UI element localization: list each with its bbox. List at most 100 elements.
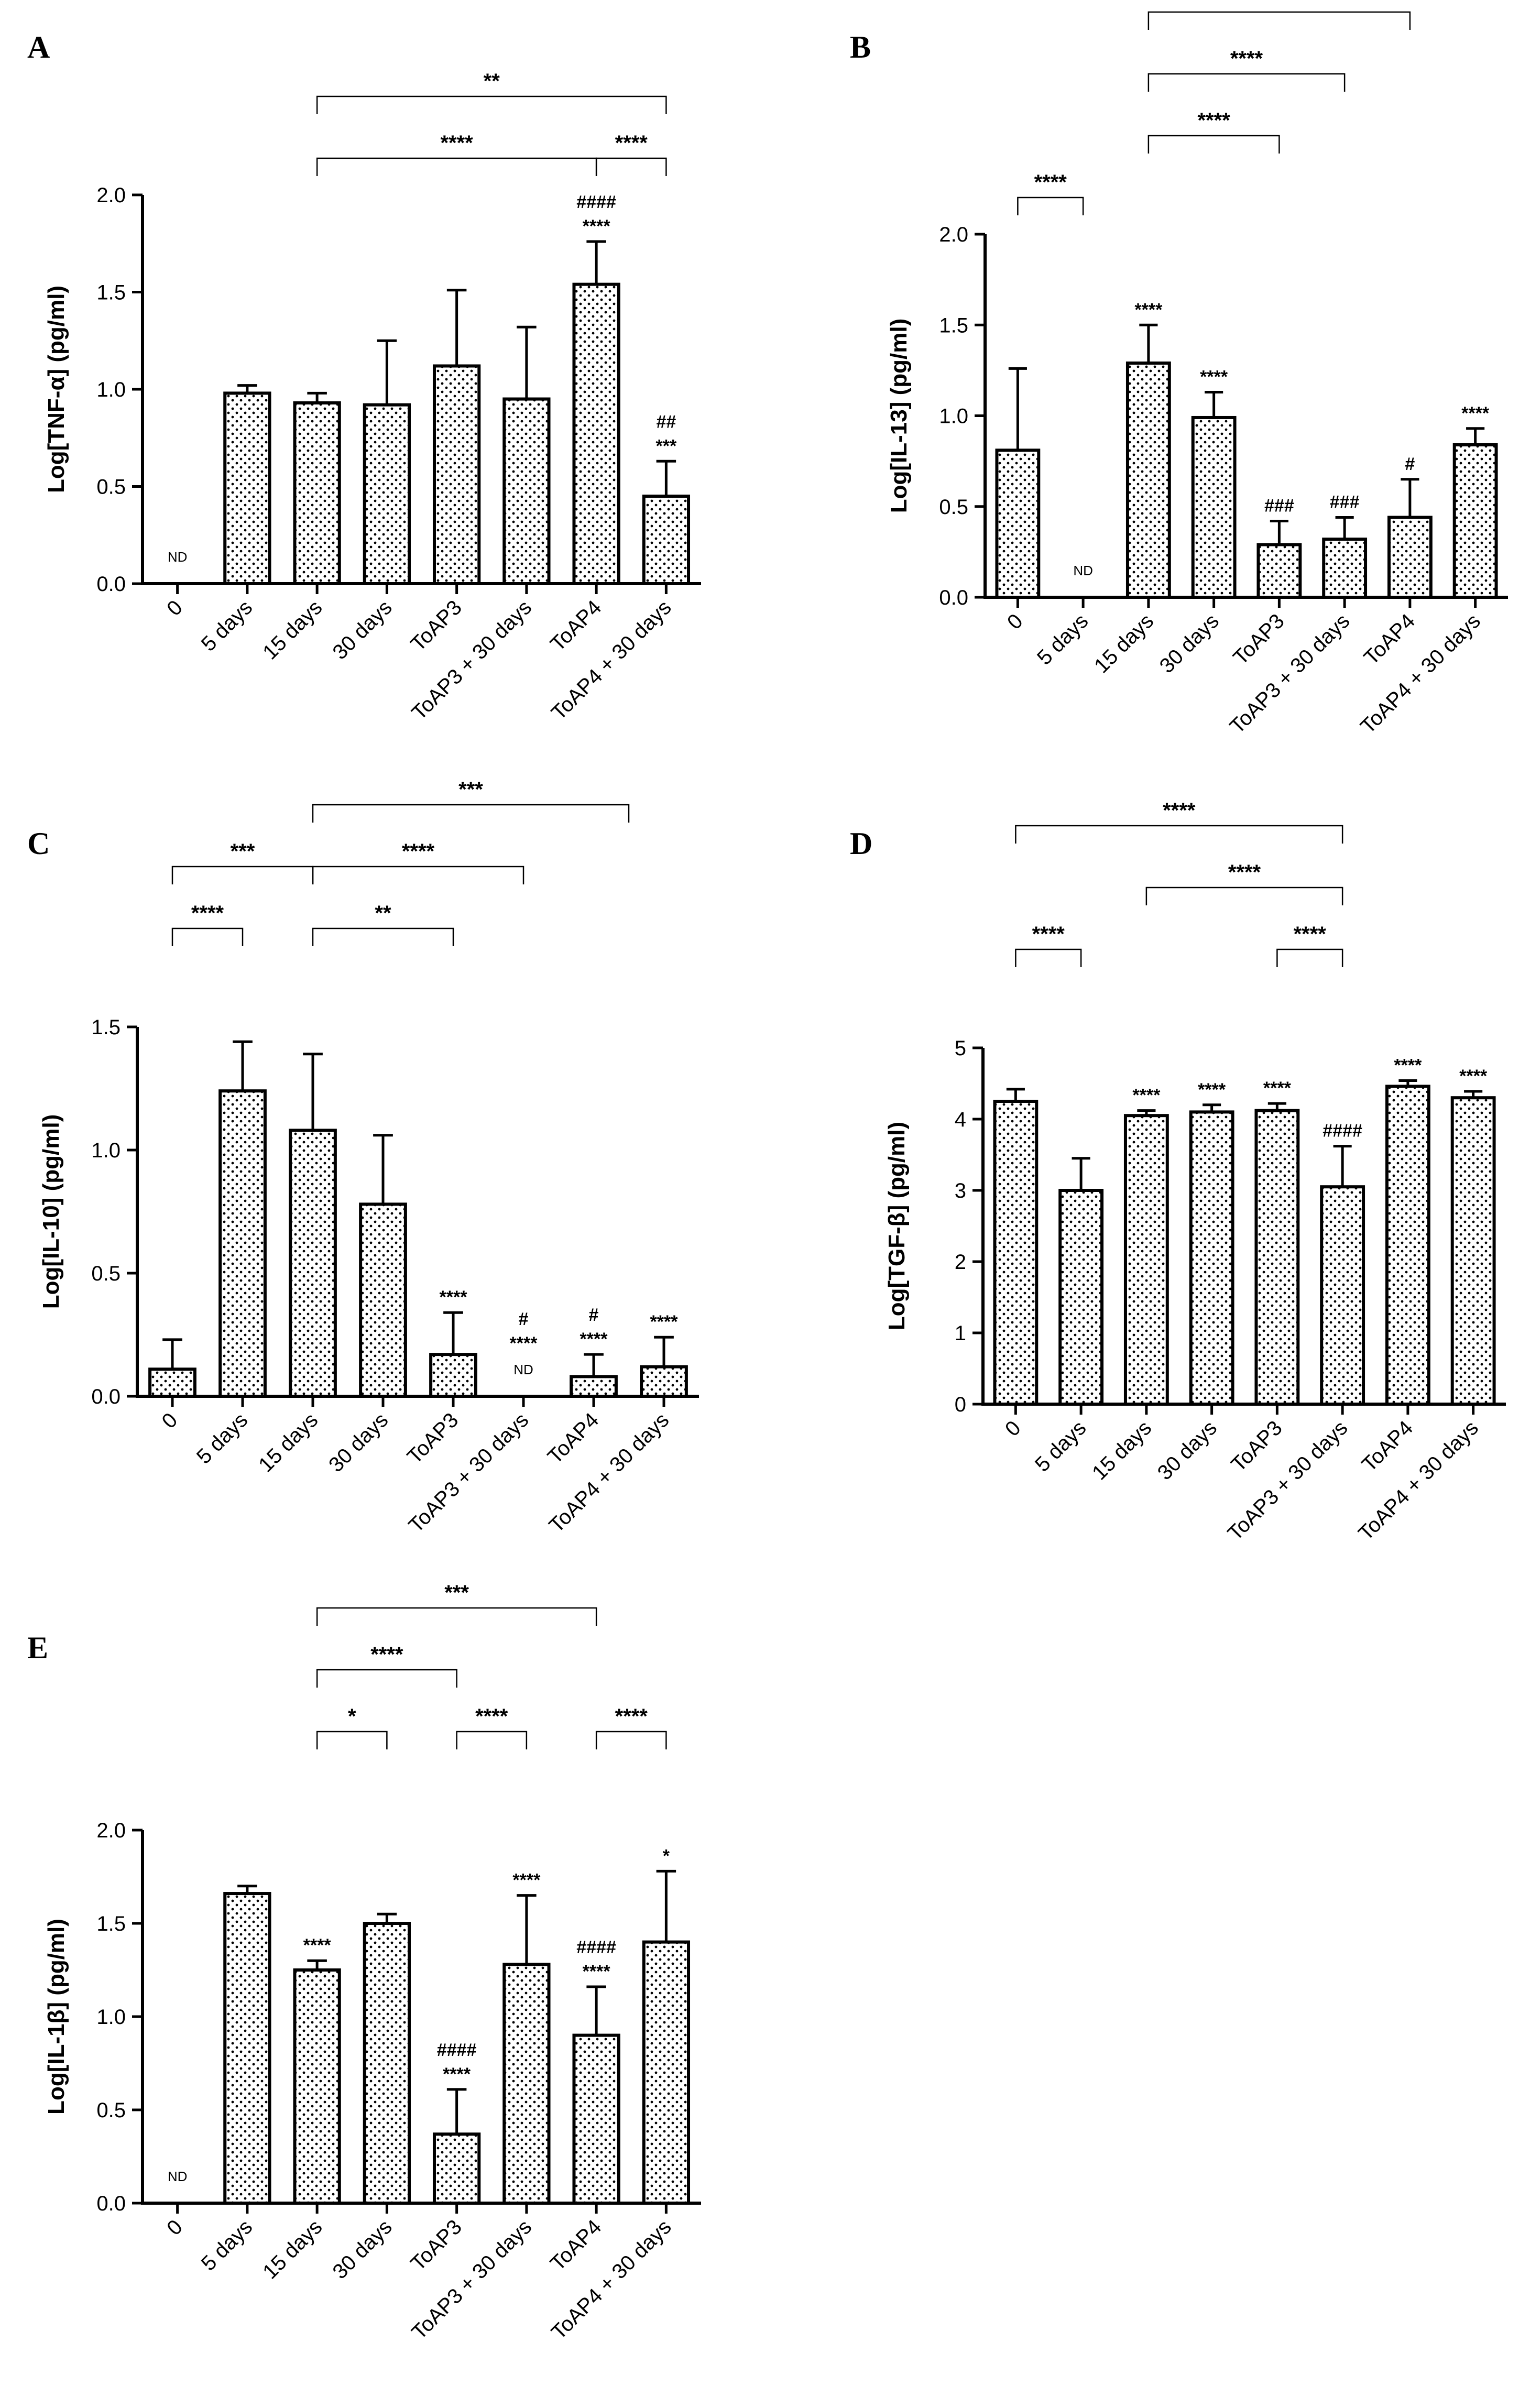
x-tick-label: 15 days: [1088, 1416, 1156, 1484]
x-tick-label: ToAP3 + 30 days: [405, 1408, 533, 1537]
comparison-bracket: [1148, 135, 1280, 154]
y-tick-label: 2.0: [939, 223, 968, 246]
nd-label: ND: [1073, 563, 1093, 578]
bar: [1322, 538, 1368, 599]
significance-mark: ##: [656, 412, 676, 432]
significance-mark: ****: [1263, 1078, 1292, 1098]
bar: [429, 1353, 477, 1398]
significance-mark: ###: [1330, 492, 1360, 512]
y-tick-label: 0.5: [939, 496, 968, 519]
bar: [363, 1922, 411, 2205]
significance-mark: ***: [656, 436, 677, 456]
bracket-significance-label: ****: [1294, 923, 1327, 946]
bar: [1125, 362, 1171, 599]
significance-mark: ****: [443, 2064, 471, 2084]
comparison-bracket: [312, 866, 524, 884]
x-tick-label: ToAP3: [1229, 609, 1288, 669]
y-axis-title: Log[TNF-α] (pg/ml): [43, 286, 69, 493]
comparison-bracket: [316, 1731, 388, 1749]
y-tick-label: 0.5: [91, 1262, 121, 1285]
significance-mark: ****: [512, 1870, 541, 1890]
x-tick-label: ToAP4: [546, 596, 606, 655]
comparison-bracket: [316, 1607, 597, 1626]
significance-mark: ****: [440, 1287, 468, 1307]
x-tick-label: ToAP4 + 30 days: [1356, 609, 1485, 738]
bar: [572, 2033, 620, 2205]
bar: [432, 364, 481, 585]
y-tick-label: 1.5: [96, 281, 126, 304]
y-tick-label: 0.5: [96, 2099, 126, 2122]
comparison-bracket: [1148, 73, 1346, 92]
bar: [502, 397, 551, 585]
x-tick-label: ToAP3 + 30 days: [1223, 1416, 1352, 1545]
y-tick-label: 0.0: [96, 2192, 126, 2215]
bar: [640, 1365, 688, 1398]
x-tick-label: 30 days: [329, 596, 397, 664]
nd-label: ND: [513, 1362, 533, 1377]
significance-mark: ****: [510, 1333, 538, 1353]
y-tick-label: 1.0: [96, 2006, 126, 2029]
significance-mark: #: [1405, 454, 1415, 474]
significance-mark: ****: [583, 216, 611, 236]
bar: [993, 1100, 1039, 1406]
y-tick-label: 5: [955, 1037, 966, 1060]
bar: [223, 391, 271, 585]
y-tick-label: 0: [955, 1393, 966, 1416]
x-tick-label: 15 days: [1090, 609, 1158, 677]
significance-mark: #: [589, 1305, 599, 1325]
x-tick-label: ToAP4 + 30 days: [547, 2215, 676, 2344]
bar: [223, 1892, 271, 2205]
panel-c-label: C: [27, 826, 50, 861]
y-tick-label: 1.5: [96, 1912, 126, 1935]
bracket-significance-label: ****: [402, 840, 435, 863]
x-tick-label: 30 days: [1155, 609, 1223, 677]
comparison-bracket: [1017, 196, 1084, 215]
x-tick-label: ToAP3 + 30 days: [407, 2215, 536, 2344]
x-tick-label: 0: [1001, 1416, 1025, 1441]
x-tick-label: 15 days: [258, 596, 326, 664]
significance-mark: ****: [1200, 367, 1228, 387]
x-tick-label: ToAP4 + 30 days: [1354, 1416, 1483, 1545]
panel-d-label: D: [850, 826, 872, 861]
bracket-significance-label: ****: [1228, 861, 1261, 884]
bracket-significance-label: ***: [231, 840, 255, 863]
x-tick-label: 15 days: [258, 2215, 326, 2283]
y-axis-title: Log[IL-10] (pg/ml): [38, 1114, 64, 1309]
bar: [363, 403, 411, 585]
bar: [1189, 1110, 1234, 1406]
significance-mark: ####: [1323, 1121, 1362, 1141]
bracket-significance-label: **: [375, 902, 391, 925]
bar: [1452, 443, 1498, 599]
y-tick-label: 3: [955, 1179, 966, 1202]
panel-b-label: B: [850, 30, 871, 64]
bar: [1058, 1189, 1104, 1406]
comparison-bracket: [316, 157, 597, 176]
x-tick-label: ToAP3 + 30 days: [1226, 609, 1354, 738]
x-tick-label: 30 days: [329, 2215, 397, 2283]
significance-mark: ****: [650, 1312, 679, 1332]
bracket-significance-label: ****: [1163, 799, 1196, 822]
comparison-bracket: [1276, 948, 1343, 967]
bar: [1385, 1085, 1430, 1406]
comparison-bracket: [595, 1731, 667, 1749]
x-tick-label: 0: [162, 2215, 187, 2240]
panel-c: C 0.0 0.5 1.0 1.5 Log[IL-10] (pg/ml) 0 5 days 1…: [27, 778, 699, 1537]
bar: [1387, 516, 1433, 599]
bracket-significance-label: ****: [475, 1705, 508, 1728]
y-tick-label: 0.5: [96, 476, 126, 499]
nd-label: ND: [168, 2169, 188, 2184]
bracket-significance-label: ***: [444, 1581, 469, 1604]
chart-a: 0.0 0.5 1.0 1.5 2.0 Log[TNF-α] (pg/ml) ND 0 5 da…: [43, 70, 701, 725]
x-tick-label: ToAP4: [546, 2215, 606, 2275]
significance-mark: ####: [576, 1938, 616, 1957]
chart-e: 0.0 0.5 1.0 1.5 2.0 Log[IL-1β] (pg/ml) ND 0 5 da…: [43, 1581, 701, 2344]
bracket-significance-label: ****: [615, 1705, 648, 1728]
bracket-significance-label: ****: [1263, 0, 1296, 8]
significance-mark: ####: [437, 2040, 477, 2060]
bar: [502, 1963, 551, 2205]
significance-mark: ****: [1459, 1066, 1488, 1086]
bracket-significance-label: ****: [615, 132, 648, 155]
bracket-significance-label: ****: [1032, 923, 1065, 946]
